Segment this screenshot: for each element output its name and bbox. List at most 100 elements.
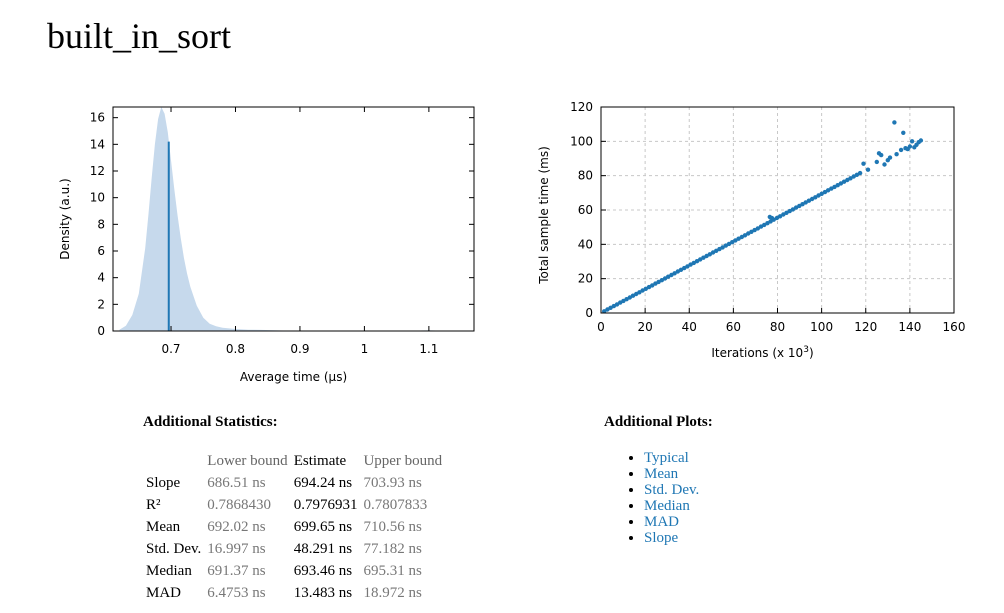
list-item: Std. Dev. — [644, 482, 699, 498]
upper-bound-value: 0.7807833 — [363, 496, 428, 513]
sample-point — [694, 259, 700, 264]
estimate-value: 694.24 ns — [293, 474, 353, 491]
sample-point — [672, 271, 677, 276]
sample-point — [892, 120, 897, 125]
row-label: Slope — [146, 474, 181, 491]
estimate-value: 48.291 ns — [293, 540, 353, 557]
y-tick-label: 120 — [570, 100, 593, 114]
sample-point — [755, 226, 760, 231]
x-axis-label-close: ) — [809, 346, 814, 360]
row-label: MAD — [146, 584, 182, 601]
median-plot-link[interactable]: Median — [644, 498, 690, 514]
statistics-table: Lower bound Estimate Upper bound Slope 6… — [143, 450, 445, 604]
y-tick-label: 14 — [90, 137, 105, 151]
list-item: Mean — [644, 466, 699, 482]
sample-point — [901, 130, 906, 135]
sample-point — [662, 276, 668, 281]
y-axis-label: Density (a.u.) — [58, 178, 72, 259]
sample-point — [898, 147, 904, 153]
lower-bound-value: 0.7868430 — [207, 496, 272, 513]
y-tick-label: 20 — [578, 272, 593, 286]
x-tick-label: 100 — [810, 320, 833, 334]
sample-point — [909, 139, 915, 144]
sample-point — [777, 214, 783, 219]
estimate-value: 0.7976931 — [293, 496, 358, 513]
plot-frame — [112, 106, 475, 332]
sample-point — [790, 207, 796, 212]
sample-point — [765, 221, 770, 226]
list-item: Median — [644, 498, 699, 514]
sample-point — [865, 167, 871, 172]
x-tick-label: 60 — [726, 320, 741, 334]
upper-bound-value: 710.56 ns — [363, 518, 422, 535]
x-tick-label: 120 — [854, 320, 877, 334]
sample-point — [887, 155, 893, 160]
y-tick-label: 16 — [90, 111, 105, 125]
sample-point — [882, 162, 887, 167]
x-tick-label: 0.7 — [161, 342, 180, 356]
empty-header-cell — [143, 450, 204, 472]
mad-plot-link[interactable]: MAD — [644, 514, 680, 530]
statistics-header-row: Lower bound Estimate Upper bound — [143, 450, 445, 472]
additional-plots-list: Typical Mean Std. Dev. Median MAD Slope — [604, 450, 699, 546]
page-title: built_in_sort — [47, 16, 232, 56]
lower-bound-header: Lower bound — [207, 452, 288, 469]
sample-point — [813, 195, 818, 200]
sample-point — [730, 240, 735, 245]
additional-statistics-heading: Additional Statistics: — [143, 414, 278, 430]
additional-plots-heading: Additional Plots: — [604, 414, 713, 430]
x-axis-label: Iterations (x 103) — [711, 345, 813, 360]
x-tick-label: 1 — [361, 342, 369, 356]
regression-chart: 0 20 40 60 80 100 120 0 20 40 60 80 100 120 140 160 Iter… — [537, 100, 966, 360]
lower-bound-value: 686.51 ns — [207, 474, 266, 491]
additional-plots-section: Additional Plots: — [604, 414, 713, 431]
sample-point — [707, 252, 712, 257]
upper-bound-value: 18.972 ns — [363, 584, 422, 601]
mean-plot-link[interactable]: Mean — [644, 466, 679, 482]
estimate-value: 13.483 ns — [293, 584, 353, 601]
list-item: Typical — [644, 450, 699, 466]
x-tick-label: 0 — [597, 320, 605, 334]
slope-plot-link[interactable]: Slope — [644, 530, 679, 546]
sample-point — [907, 144, 913, 149]
sample-point — [835, 183, 840, 188]
estimate-header: Estimate — [293, 452, 347, 469]
upper-bound-header: Upper bound — [363, 452, 443, 469]
lower-bound-value: 691.37 ns — [207, 562, 266, 579]
sample-point — [874, 159, 879, 165]
row-label: Mean — [146, 518, 181, 535]
sample-point — [650, 283, 655, 288]
std-dev-plot-link[interactable]: Std. Dev. — [644, 482, 700, 498]
x-tick-label: 160 — [943, 320, 966, 334]
sample-point — [861, 161, 866, 166]
pdf-chart: 0 2 4 6 8 10 12 14 16 0.7 0.8 0.9 1 1.1 Average time (… — [58, 106, 475, 384]
additional-statistics-section: Additional Statistics: — [143, 414, 278, 431]
lower-bound-value: 6.4753 ns — [207, 584, 266, 601]
sample-point — [742, 233, 748, 238]
lower-bound-value: 16.997 ns — [207, 540, 266, 557]
sample-point — [769, 215, 775, 221]
x-tick-label: 80 — [770, 320, 785, 334]
sample-point — [894, 152, 899, 157]
y-tick-label: 100 — [570, 134, 593, 148]
table-row: Mean 692.02 ns 699.65 ns 710.56 ns — [143, 516, 445, 538]
list-item: MAD — [644, 514, 699, 530]
x-tick-label: 0.8 — [226, 342, 245, 356]
typical-plot-link[interactable]: Typical — [644, 450, 689, 466]
estimate-value: 699.65 ns — [293, 518, 353, 535]
lower-bound-value: 692.02 ns — [207, 518, 266, 535]
table-row: Std. Dev. 16.997 ns 48.291 ns 77.182 ns — [143, 538, 445, 560]
sample-point — [637, 290, 642, 295]
sample-point — [848, 176, 853, 181]
sample-point — [614, 302, 620, 307]
sample-point — [918, 138, 924, 143]
x-tick-label: 20 — [637, 320, 652, 334]
y-tick-label: 0 — [97, 324, 105, 338]
y-tick-label: 12 — [90, 164, 105, 178]
y-tick-label: 40 — [578, 237, 593, 251]
y-tick-label: 2 — [97, 297, 105, 311]
x-tick-label: 1.1 — [419, 342, 438, 356]
sample-point — [822, 189, 828, 195]
y-axis-label: Total sample time (ms) — [537, 146, 551, 285]
y-tick-label: 0 — [585, 306, 593, 320]
